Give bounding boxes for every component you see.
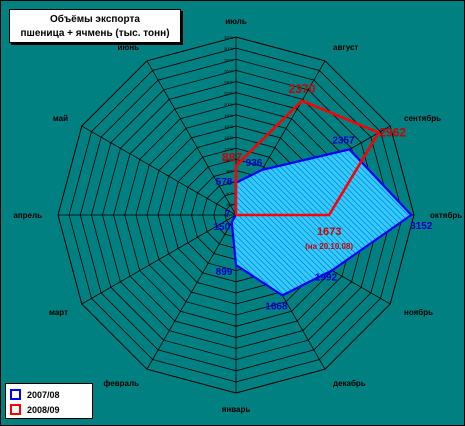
data-label-2007-08: 578 xyxy=(216,177,233,188)
category-label: март xyxy=(49,308,68,317)
radial-tick-label: 2000 xyxy=(224,102,234,107)
legend-item-2008-09: 2008/09 xyxy=(10,402,88,417)
category-label: май xyxy=(53,114,68,123)
data-label-2008-09: 2370 xyxy=(289,82,316,96)
series-2008-09-line xyxy=(234,99,381,217)
grid-spoke xyxy=(146,60,237,216)
radial-tick-label: 1600 xyxy=(224,124,234,129)
grid-spoke xyxy=(146,214,237,370)
grid-spoke xyxy=(81,214,237,305)
radial-tick-label: 1400 xyxy=(224,135,234,140)
data-label-2007-08: 1668 xyxy=(265,301,288,312)
category-label: ноябрь xyxy=(404,308,433,317)
chart-title-line-2: пшеница + ячмень (тыс. тонн) xyxy=(20,28,170,39)
legend: 2007/08 2008/09 xyxy=(5,383,93,419)
category-label: октябрь xyxy=(430,211,462,220)
series-2007-08-area xyxy=(230,148,413,297)
data-label-2008-09: 2962 xyxy=(379,126,406,140)
radial-tick-label: 200 xyxy=(226,202,233,207)
category-label: июль xyxy=(225,17,247,26)
data-label-2007-08: 899 xyxy=(216,267,233,278)
category-label: сентябрь xyxy=(404,114,441,123)
legend-swatch-2007-08 xyxy=(10,389,21,400)
annotation-date: (на 20.10.08) xyxy=(305,242,353,251)
category-label: июнь xyxy=(118,43,140,52)
category-label: август xyxy=(333,43,358,52)
radial-tick-label: 3000 xyxy=(224,46,234,51)
grid-spoke xyxy=(81,125,237,216)
radial-tick-label: 3200 xyxy=(224,35,234,40)
radial-tick-label: 1200 xyxy=(224,146,234,151)
radial-tick-label: 600 xyxy=(226,180,233,185)
legend-swatch-2008-09 xyxy=(10,404,21,415)
radial-tick-label: 1800 xyxy=(224,113,234,118)
radial-tick-label: 2600 xyxy=(224,68,234,73)
data-label-2007-08: 2357 xyxy=(332,135,355,146)
legend-label-2008-09: 2008/09 xyxy=(27,404,60,415)
radial-tick-label: 1000 xyxy=(224,157,234,162)
radial-tick-label: 2400 xyxy=(224,80,234,85)
radial-tick-label: 2800 xyxy=(224,57,234,62)
data-label-2008-09: 1673 xyxy=(317,226,341,238)
data-label-2007-08: 150 xyxy=(213,222,230,233)
radial-tick-label: 800 xyxy=(226,169,233,174)
data-label-2007-08: 7 xyxy=(225,209,231,220)
radial-tick-label: 400 xyxy=(226,191,233,196)
radial-tick-label: 2200 xyxy=(224,91,234,96)
category-label: апрель xyxy=(13,211,42,220)
data-label-2007-08: 936 xyxy=(246,158,263,169)
radar-labels: июль август сентябрь октябрь ноябрь декабрь ян… xyxy=(13,17,462,414)
category-label: январь xyxy=(222,405,251,414)
chart-title-line-1: Объёмы экспорта xyxy=(50,14,140,25)
data-label-2007-08: 3152 xyxy=(410,221,433,232)
radar-series xyxy=(230,99,413,297)
chart-title: Объёмы экспорта пшеница + ячмень (тыс. т… xyxy=(9,9,181,43)
data-label-2007-08: 1992 xyxy=(315,272,338,283)
category-label: февраль xyxy=(103,379,139,388)
data-label-2008-09: 887 xyxy=(222,151,242,165)
legend-label-2007-08: 2007/08 xyxy=(27,389,60,400)
legend-item-2007-08: 2007/08 xyxy=(10,387,88,402)
category-label: декабрь xyxy=(333,379,366,388)
